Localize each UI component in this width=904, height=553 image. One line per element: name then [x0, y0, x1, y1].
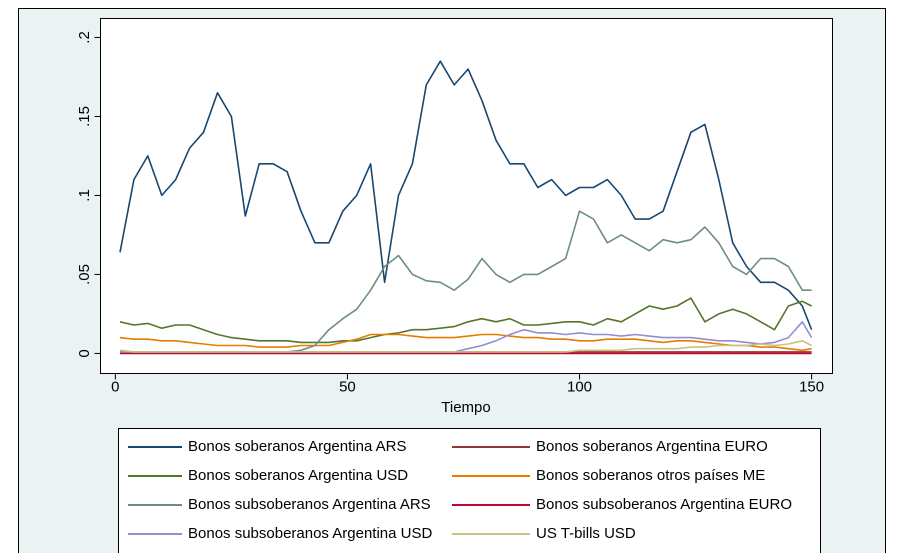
y-tick-label: .15 — [76, 106, 93, 127]
legend-label: Bonos subsoberanos Argentina ARS — [188, 496, 431, 513]
x-tick-label: 50 — [339, 378, 356, 395]
x-tick-label: 0 — [111, 378, 119, 395]
legend-label: Bonos soberanos Argentina EURO — [536, 438, 768, 455]
legend-label: Bonos soberanos Argentina ARS — [188, 438, 406, 455]
y-tick-label: .05 — [76, 264, 93, 285]
x-axis-title: Tiempo — [441, 399, 490, 416]
series-line — [119, 339, 812, 353]
x-tick-label: 100 — [567, 378, 592, 395]
series-line — [119, 333, 812, 352]
legend-label: US T-bills USD — [536, 525, 636, 542]
legend-label: Bonos subsoberanos Argentina EURO — [536, 496, 792, 513]
y-tick-label: .1 — [76, 189, 93, 202]
y-tick-label: .2 — [76, 31, 93, 44]
x-tick-label: 150 — [799, 378, 824, 395]
legend-label: Bonos soberanos otros países ME — [536, 467, 765, 484]
legend-label: Bonos soberanos Argentina USD — [188, 467, 408, 484]
legend-box — [118, 428, 821, 553]
series-line — [119, 297, 812, 344]
y-tick-label: 0 — [76, 349, 93, 357]
legend-label: Bonos subsoberanos Argentina USD — [188, 525, 432, 542]
series-line — [119, 60, 813, 330]
plot-region — [100, 18, 833, 374]
